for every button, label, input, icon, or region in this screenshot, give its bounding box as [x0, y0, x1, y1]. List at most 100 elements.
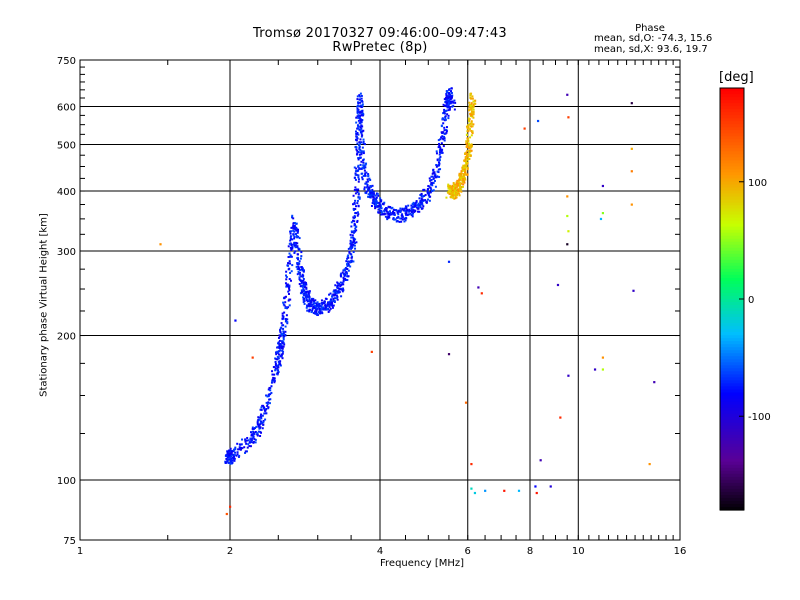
- trace-point: [351, 246, 354, 249]
- trace-point: [278, 334, 281, 337]
- trace-point: [407, 213, 410, 216]
- trace-point: [298, 278, 301, 281]
- trace-point: [386, 217, 389, 220]
- trace-point: [356, 98, 359, 101]
- trace-point: [396, 219, 399, 222]
- trace-point: [370, 185, 373, 188]
- trace-point: [435, 163, 438, 166]
- trace-point: [365, 190, 368, 193]
- y-tick-label: 75: [63, 536, 76, 547]
- trace-point: [352, 250, 355, 253]
- colorbar-segment: [720, 217, 744, 222]
- grid: [80, 60, 680, 540]
- trace-point: [236, 451, 239, 454]
- trace-point: [280, 332, 283, 335]
- trace-point: [285, 270, 288, 273]
- trace-point: [357, 119, 360, 122]
- trace-point: [284, 295, 287, 298]
- trace-point: [267, 388, 270, 391]
- trace-point: [357, 102, 360, 105]
- trace-point: [392, 208, 395, 211]
- trace-point: [360, 141, 363, 144]
- trace-point: [248, 441, 251, 444]
- trace-point: [462, 177, 465, 180]
- trace-point: [359, 119, 362, 122]
- trace-point: [249, 437, 252, 440]
- colorbar-segment: [720, 91, 744, 95]
- trace-point: [355, 148, 358, 151]
- trace-point: [240, 446, 243, 449]
- trace-point: [443, 137, 446, 140]
- trace-point: [473, 102, 476, 105]
- trace-point: [332, 299, 335, 302]
- trace-point: [231, 461, 234, 464]
- trace-point: [405, 212, 408, 215]
- trace-point: [273, 381, 276, 384]
- trace-point: [451, 100, 454, 103]
- colorbar-segment: [720, 464, 744, 469]
- trace-point: [251, 427, 254, 430]
- y-tick-label: 100: [57, 476, 76, 487]
- scatter-point: [517, 489, 521, 492]
- trace-point: [253, 438, 256, 441]
- trace-point: [279, 335, 282, 338]
- trace-point: [440, 151, 443, 154]
- trace-point: [345, 271, 348, 274]
- trace-point: [346, 275, 349, 278]
- trace-point: [240, 443, 243, 446]
- trace-point: [300, 275, 303, 278]
- trace-point: [425, 200, 428, 203]
- trace-point: [246, 436, 249, 439]
- colorbar-segment: [720, 446, 744, 451]
- trace-point: [462, 173, 465, 176]
- trace-point: [346, 272, 349, 275]
- trace-point: [265, 401, 268, 404]
- trace-point: [429, 195, 432, 198]
- tick-labels: 1 2 4 6 8 10 16 75 100 200 300 400 500 600 750: [57, 56, 686, 557]
- trace-point: [439, 168, 442, 171]
- trace-point: [292, 224, 295, 227]
- colorbar-segment: [720, 365, 744, 369]
- trace-point: [469, 112, 472, 115]
- trace-point: [446, 113, 449, 116]
- trace-point: [362, 150, 365, 153]
- trace-point: [454, 187, 457, 190]
- trace-point: [412, 201, 415, 204]
- trace-point: [250, 433, 253, 436]
- trace-point: [471, 113, 474, 116]
- trace-point: [357, 158, 360, 161]
- trace-point: [349, 242, 352, 245]
- trace-point: [281, 312, 284, 315]
- colorbar-segment: [720, 271, 744, 276]
- trace-point: [470, 114, 473, 117]
- trace-point: [447, 183, 450, 186]
- colorbar-segment: [720, 443, 744, 448]
- trace-point: [430, 181, 433, 184]
- trace-point: [277, 356, 280, 359]
- trace-point: [443, 104, 446, 107]
- trace-point: [356, 152, 359, 155]
- trace-point: [403, 217, 406, 220]
- trace-point: [472, 116, 475, 119]
- trace-point: [454, 192, 457, 195]
- trace-point: [355, 212, 358, 215]
- trace-point: [346, 268, 349, 271]
- trace-point: [285, 284, 288, 287]
- trace-point: [279, 329, 282, 332]
- trace-point: [452, 196, 455, 199]
- colorbar-segment: [720, 157, 744, 161]
- scatter-point: [566, 93, 569, 96]
- trace-point: [354, 173, 357, 176]
- trace-point: [368, 186, 371, 189]
- trace-point: [361, 113, 364, 116]
- trace-point: [339, 274, 342, 277]
- trace-point: [360, 167, 363, 170]
- trace-point: [397, 216, 400, 219]
- trace-point: [310, 304, 313, 307]
- trace-point: [226, 456, 229, 459]
- trace-point: [355, 188, 358, 191]
- trace-point: [340, 295, 343, 298]
- trace-point: [325, 308, 328, 311]
- trace-point: [302, 285, 305, 288]
- scatter-point: [599, 217, 603, 221]
